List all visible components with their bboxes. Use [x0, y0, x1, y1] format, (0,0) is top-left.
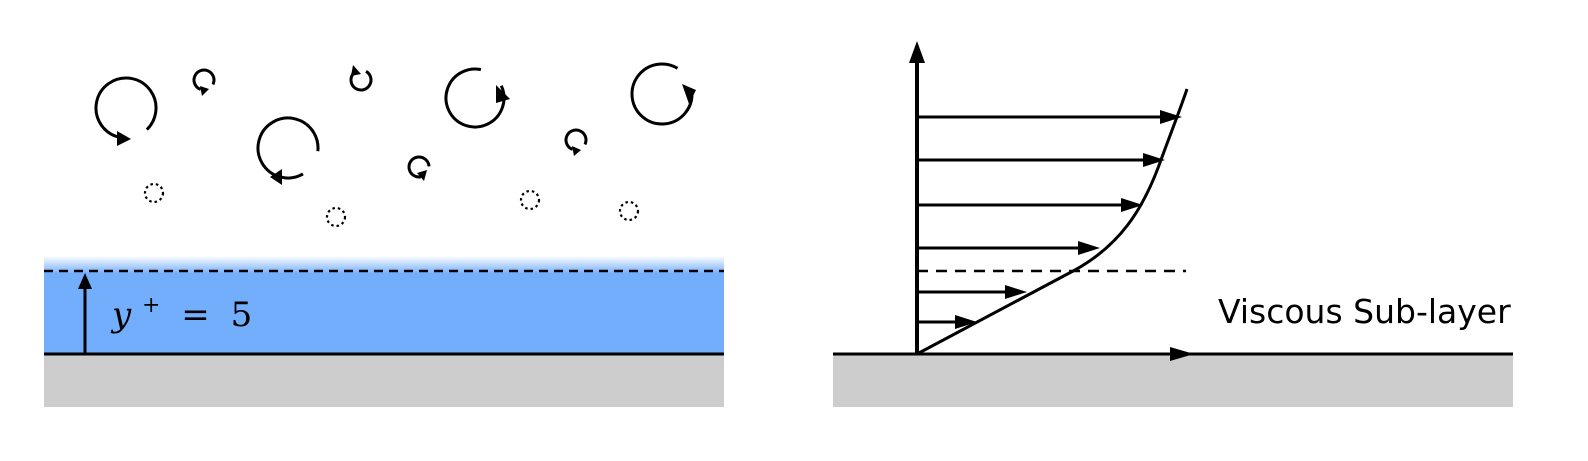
yplus-value: 5: [231, 295, 253, 335]
circular-arrow-icon: [192, 68, 216, 96]
right-panel: Viscous Sub-layer: [833, 41, 1513, 407]
circular-arrow-icon: [630, 62, 696, 126]
circular-arrow-icon: [444, 67, 510, 129]
velocity-arrows: [917, 110, 1182, 329]
circular-arrow-icon: [256, 116, 320, 185]
axis-arrowhead: [909, 41, 925, 63]
velocity-arrow: [917, 110, 1182, 124]
sublayer-region-left: [44, 273, 724, 354]
dotted-circle-icon: [519, 189, 541, 211]
flow-direction-arrowhead: [1170, 347, 1194, 361]
yplus-label: y + = 5: [110, 281, 252, 335]
dotted-circle-icon: [325, 206, 347, 228]
viscous-sublayer-label: Viscous Sub-layer: [1218, 292, 1511, 331]
circular-arrow-icon: [94, 76, 158, 146]
velocity-arrow: [917, 285, 1027, 299]
yplus-variable: y: [110, 295, 132, 335]
velocity-profile-curve: [916, 88, 1189, 356]
yplus-arrow: [78, 273, 92, 354]
yplus-superscript: +: [142, 293, 160, 318]
wall-right: [833, 354, 1513, 407]
yplus-equals: =: [181, 295, 210, 335]
dotted-circle-icon: [618, 200, 640, 222]
velocity-arrow: [917, 315, 977, 329]
velocity-arrow: [917, 241, 1100, 255]
wall-left: [44, 354, 724, 407]
circular-arrow-icon: [564, 128, 588, 156]
circular-arrow-icon: [407, 155, 431, 181]
sublayer-fade-left: [44, 256, 724, 274]
dotted-circle-icon: [143, 182, 165, 204]
eddy-group: [94, 62, 696, 185]
left-panel: y + = 5: [44, 62, 724, 407]
small-eddy-group: [143, 182, 640, 228]
velocity-arrow: [917, 153, 1165, 167]
velocity-arrow: [917, 198, 1143, 212]
circular-arrow-icon: [349, 65, 373, 92]
